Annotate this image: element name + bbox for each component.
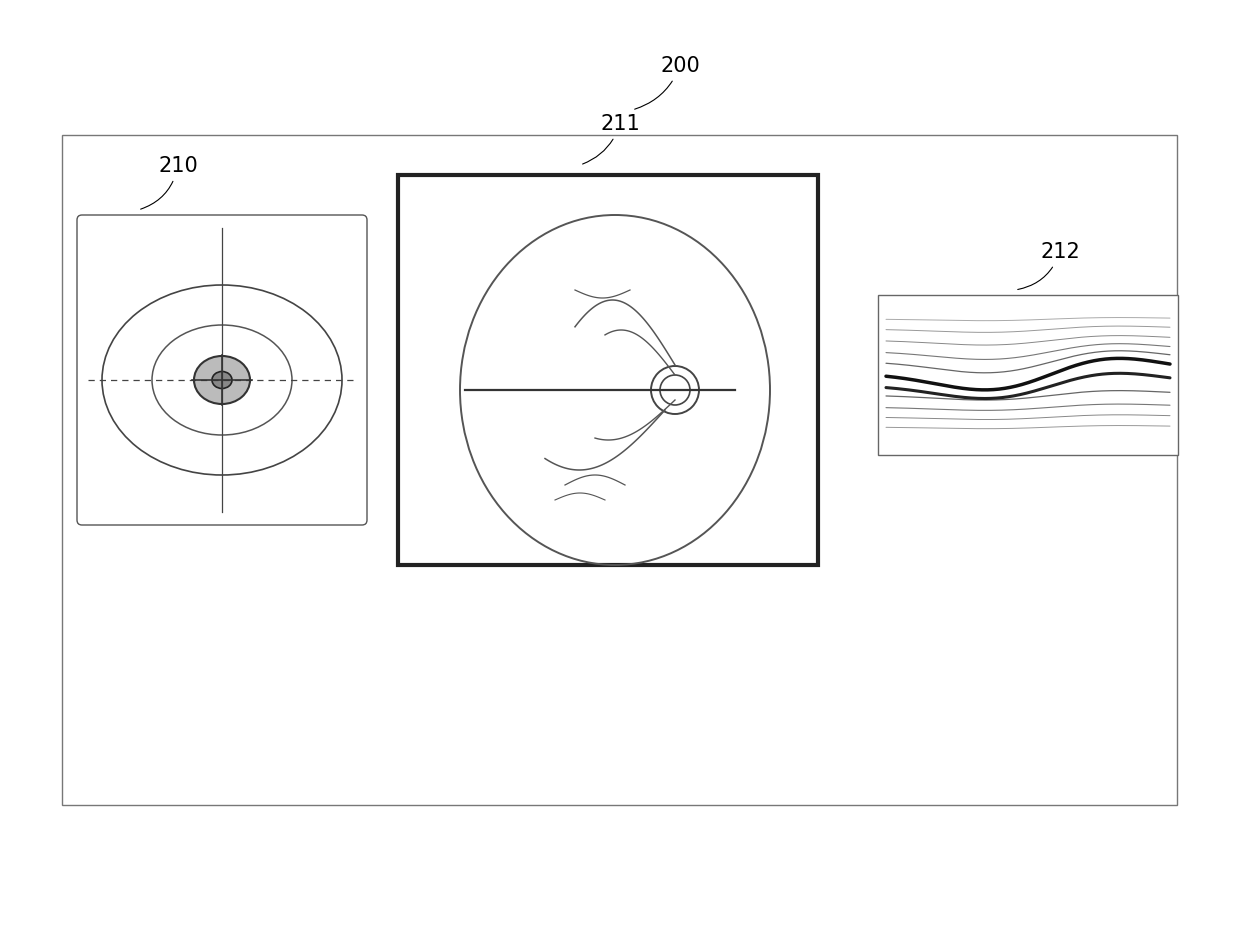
Bar [398,175,818,565]
Bar [62,135,1177,805]
Text: 211: 211 [583,114,640,164]
Bar [878,295,1178,455]
Circle shape [660,375,689,405]
Ellipse shape [193,356,250,404]
Text: 210: 210 [140,156,197,210]
Ellipse shape [212,372,232,389]
FancyBboxPatch shape [77,215,367,525]
Circle shape [651,366,699,414]
Text: 200: 200 [635,56,699,109]
Text: 212: 212 [1018,242,1080,289]
